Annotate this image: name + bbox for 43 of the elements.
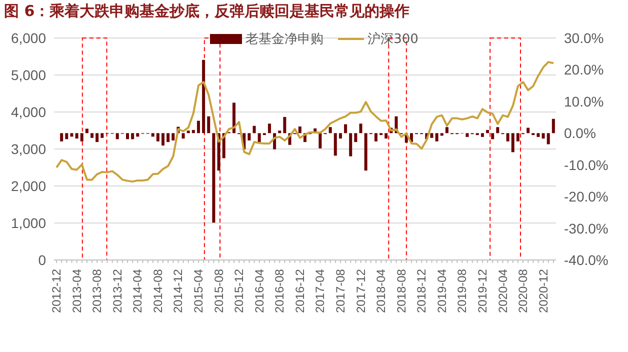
- y-tick-label: 2,000: [10, 178, 46, 194]
- x-tick-label: 2019-08: [455, 268, 470, 314]
- x-tick-label: 2018-12: [414, 268, 429, 314]
- y-tick-label: 4,000: [10, 104, 46, 120]
- y2-tick-label: 20.0%: [564, 62, 604, 78]
- x-tick-label: 2014-04: [130, 268, 145, 314]
- x-tick-label: 2013-08: [90, 268, 104, 314]
- x-tick-label: 2013-04: [70, 268, 84, 314]
- y-tick-label: 3,000: [10, 140, 46, 157]
- x-tick-label: 2018-08: [394, 268, 408, 314]
- x-tick-label: 2020-08: [516, 268, 530, 314]
- y2-tick-label: 10.0%: [564, 93, 604, 110]
- y2-tick-label: -40.0%: [564, 252, 608, 268]
- x-tick-label: 2014-12: [171, 268, 186, 314]
- y-tick-label: 0: [38, 252, 46, 268]
- y-tick-label: 1,000: [10, 214, 46, 231]
- x-tick-label: 2012-12: [50, 268, 64, 314]
- legend-label: 老基金净申购: [246, 31, 324, 48]
- x-tick-label: 2018-04: [374, 268, 388, 314]
- y-tick-label: 5,000: [10, 66, 46, 83]
- x-tick-label: 2020-04: [496, 268, 510, 314]
- x-tick-label: 2015-08: [212, 268, 226, 314]
- chart-title: 图 6：乘着大跌申购基金抄底，反弹后赎回是基民常见的操作: [4, 2, 410, 21]
- legend-label: 沪深300: [368, 31, 418, 48]
- x-tick-label: 2015-04: [192, 268, 206, 314]
- x-tick-label: 2017-12: [354, 268, 368, 314]
- x-tick-label: 2016-12: [292, 268, 307, 314]
- x-tick-label: 2013-12: [110, 268, 124, 314]
- x-tick-label: 2016-04: [252, 268, 266, 314]
- x-tick-label: 2020-12: [536, 268, 550, 314]
- x-tick-label: 2016-08: [272, 268, 287, 314]
- y2-tick-label: -20.0%: [564, 188, 608, 205]
- y2-tick-label: 30.0%: [564, 30, 604, 46]
- y2-tick-label: -30.0%: [564, 220, 608, 236]
- y-tick-label: 6,000: [10, 30, 46, 46]
- x-tick-label: 2017-04: [313, 268, 328, 314]
- y2-tick-label: -10.0%: [564, 156, 608, 173]
- y2-tick-label: 0.0%: [564, 125, 596, 142]
- x-tick-label: 2017-08: [333, 268, 348, 314]
- x-tick-label: 2014-08: [150, 268, 165, 314]
- x-tick-label: 2019-04: [434, 268, 449, 314]
- x-tick-label: 2015-12: [232, 268, 246, 314]
- x-tick-label: 2019-12: [475, 268, 490, 314]
